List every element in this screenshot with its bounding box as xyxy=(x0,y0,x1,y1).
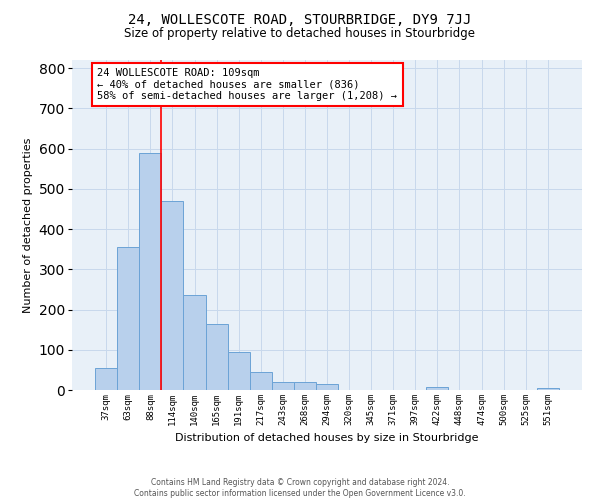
Bar xyxy=(206,324,227,390)
Bar xyxy=(316,384,338,390)
Bar xyxy=(139,152,161,390)
Y-axis label: Number of detached properties: Number of detached properties xyxy=(23,138,33,312)
Bar xyxy=(427,387,448,390)
Text: Contains HM Land Registry data © Crown copyright and database right 2024.
Contai: Contains HM Land Registry data © Crown c… xyxy=(134,478,466,498)
X-axis label: Distribution of detached houses by size in Stourbridge: Distribution of detached houses by size … xyxy=(175,434,479,444)
Bar xyxy=(294,382,316,390)
Bar xyxy=(537,388,559,390)
Bar xyxy=(250,372,272,390)
Text: 24, WOLLESCOTE ROAD, STOURBRIDGE, DY9 7JJ: 24, WOLLESCOTE ROAD, STOURBRIDGE, DY9 7J… xyxy=(128,12,472,26)
Bar xyxy=(272,382,294,390)
Bar xyxy=(161,201,184,390)
Bar xyxy=(184,294,206,390)
Text: 24 WOLLESCOTE ROAD: 109sqm
← 40% of detached houses are smaller (836)
58% of sem: 24 WOLLESCOTE ROAD: 109sqm ← 40% of deta… xyxy=(97,68,397,101)
Bar xyxy=(95,368,117,390)
Bar xyxy=(117,247,139,390)
Bar xyxy=(227,352,250,390)
Text: Size of property relative to detached houses in Stourbridge: Size of property relative to detached ho… xyxy=(125,28,476,40)
